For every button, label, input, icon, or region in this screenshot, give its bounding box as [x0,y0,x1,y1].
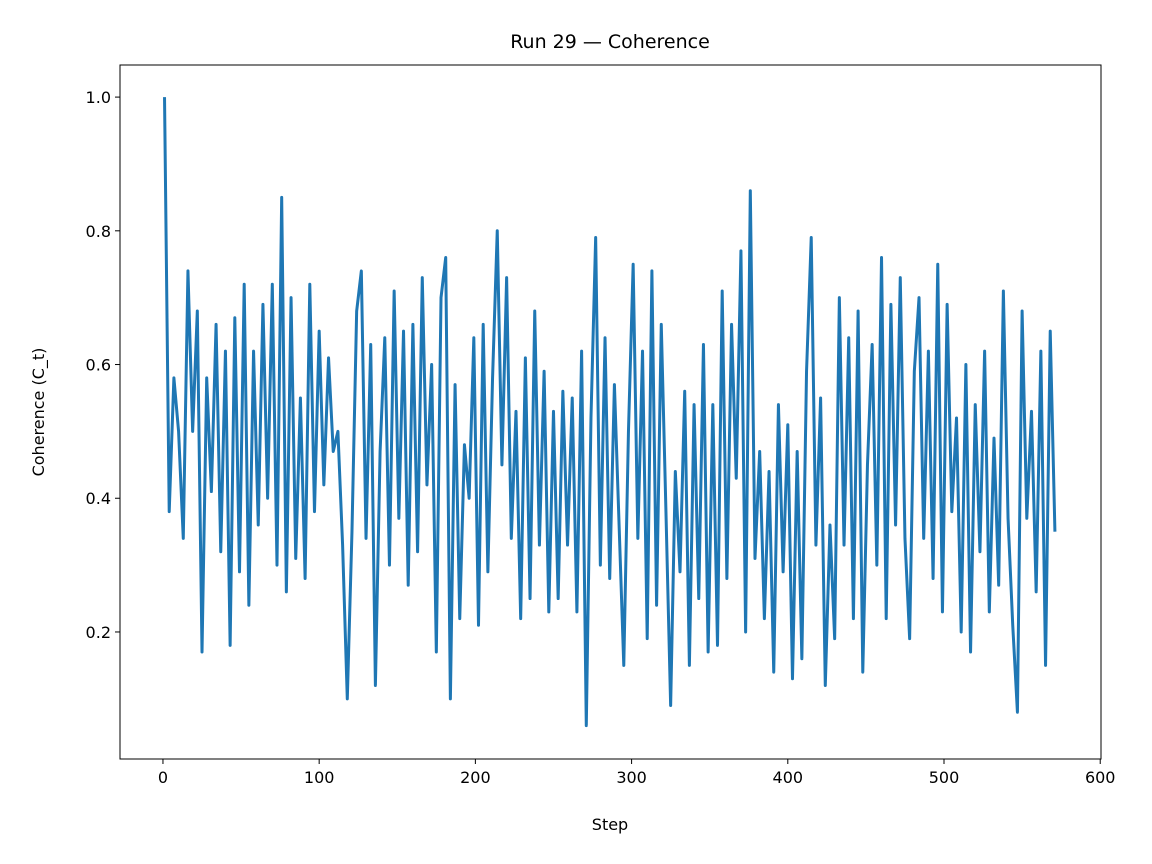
x-tick-label: 200 [460,768,491,787]
x-tick-label: 0 [158,768,168,787]
x-tick-label: 300 [616,768,647,787]
chart-title: Run 29 — Coherence [510,31,710,53]
y-tick-label: 0.6 [86,356,111,375]
data-line [163,97,1057,728]
y-axis-label: Coherence (C_t) [29,348,49,477]
y-tick-label: 0.4 [86,489,111,508]
y-tick-label: 0.2 [86,623,111,642]
x-tick-label: 600 [1085,768,1116,787]
y-tick-label: 0.8 [86,222,111,241]
plot-frame [119,64,1102,760]
x-tick-label: 100 [304,768,335,787]
x-tick-label: 500 [929,768,960,787]
x-axis-label: Step [592,815,628,834]
y-tick-label: 1.0 [86,88,111,107]
x-tick-label: 400 [773,768,804,787]
